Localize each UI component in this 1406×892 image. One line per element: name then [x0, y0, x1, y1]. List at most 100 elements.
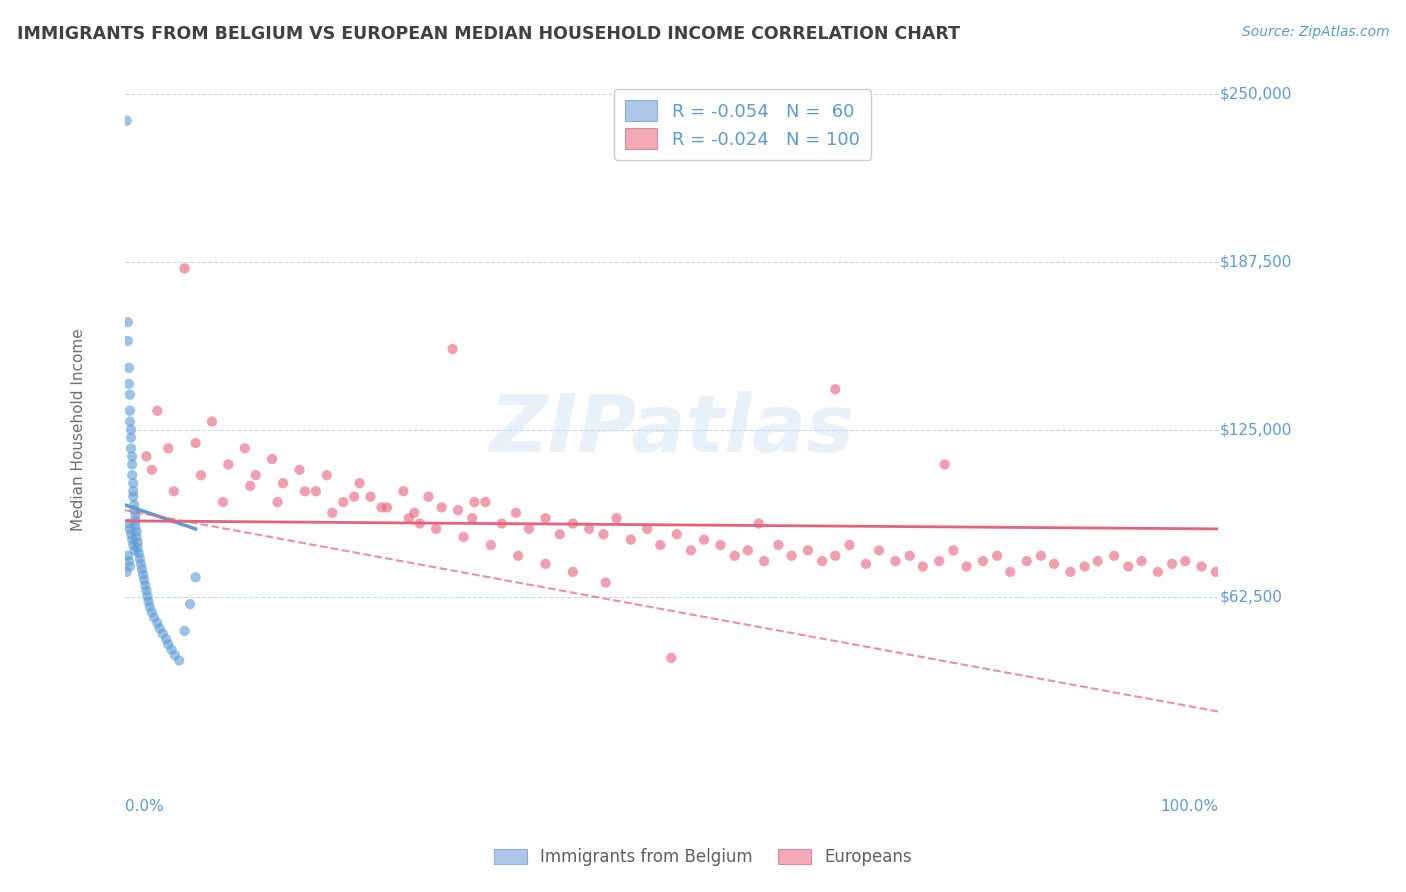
- Point: [201, 415, 224, 429]
- Point: [898, 549, 921, 563]
- Point: [131, 562, 153, 576]
- Point: [117, 549, 139, 563]
- Point: [409, 516, 432, 531]
- Point: [135, 450, 157, 464]
- Legend: Immigrants from Belgium, Europeans: Immigrants from Belgium, Europeans: [486, 842, 920, 873]
- Point: [305, 484, 328, 499]
- Point: [121, 450, 143, 464]
- Point: [125, 524, 148, 539]
- Point: [1043, 557, 1066, 571]
- Point: [517, 522, 540, 536]
- Point: [534, 511, 557, 525]
- Point: [811, 554, 834, 568]
- Point: [665, 527, 688, 541]
- Text: 0.0%: 0.0%: [125, 798, 163, 814]
- Point: [120, 431, 142, 445]
- Point: [146, 615, 169, 630]
- Point: [1102, 549, 1125, 563]
- Point: [118, 516, 141, 531]
- Point: [349, 476, 371, 491]
- Point: [737, 543, 759, 558]
- Point: [134, 578, 156, 592]
- Point: [294, 484, 316, 499]
- Point: [955, 559, 977, 574]
- Point: [160, 642, 183, 657]
- Point: [592, 527, 614, 541]
- Point: [271, 476, 294, 491]
- Point: [838, 538, 860, 552]
- Point: [474, 495, 496, 509]
- Point: [118, 403, 141, 417]
- Point: [1191, 559, 1213, 574]
- Point: [120, 527, 142, 541]
- Point: [122, 490, 145, 504]
- Point: [125, 530, 148, 544]
- Point: [824, 382, 846, 396]
- Point: [636, 522, 658, 536]
- Text: $187,500: $187,500: [1220, 254, 1292, 269]
- Point: [157, 637, 180, 651]
- Text: ZIPatlas: ZIPatlas: [489, 391, 853, 468]
- Point: [392, 484, 415, 499]
- Point: [1059, 565, 1081, 579]
- Point: [650, 538, 672, 552]
- Point: [245, 468, 267, 483]
- Point: [179, 597, 201, 611]
- Point: [117, 315, 139, 329]
- Point: [1161, 557, 1184, 571]
- Point: [129, 557, 152, 571]
- Point: [122, 484, 145, 499]
- Point: [491, 516, 513, 531]
- Point: [288, 463, 311, 477]
- Point: [121, 533, 143, 547]
- Point: [122, 476, 145, 491]
- Point: [315, 468, 337, 483]
- Point: [360, 490, 382, 504]
- Point: [855, 557, 877, 571]
- Point: [972, 554, 994, 568]
- Point: [141, 605, 163, 619]
- Point: [118, 387, 141, 401]
- Point: [418, 490, 440, 504]
- Point: [561, 565, 583, 579]
- Point: [115, 113, 138, 128]
- Point: [1147, 565, 1170, 579]
- Point: [233, 442, 256, 456]
- Point: [606, 511, 628, 525]
- Point: [262, 452, 284, 467]
- Point: [534, 557, 557, 571]
- Point: [1118, 559, 1140, 574]
- Point: [124, 503, 146, 517]
- Point: [127, 541, 149, 555]
- Point: [122, 538, 145, 552]
- Point: [928, 554, 950, 568]
- Text: $250,000: $250,000: [1220, 87, 1292, 102]
- Point: [118, 376, 141, 391]
- Point: [1087, 554, 1109, 568]
- Point: [173, 261, 195, 276]
- Point: [748, 516, 770, 531]
- Point: [1205, 565, 1227, 579]
- Point: [184, 570, 207, 584]
- Point: [120, 442, 142, 456]
- Point: [124, 508, 146, 523]
- Point: [134, 573, 156, 587]
- Point: [321, 506, 343, 520]
- Point: [398, 511, 420, 525]
- Point: [128, 546, 150, 560]
- Point: [343, 490, 366, 504]
- Point: [824, 549, 846, 563]
- Point: [157, 442, 180, 456]
- Point: [118, 360, 141, 375]
- Point: [163, 484, 186, 499]
- Point: [430, 500, 453, 515]
- Point: [461, 511, 484, 525]
- Point: [508, 549, 530, 563]
- Point: [163, 648, 186, 662]
- Point: [121, 468, 143, 483]
- Point: [173, 624, 195, 638]
- Point: [212, 495, 235, 509]
- Point: [453, 530, 475, 544]
- Point: [138, 599, 160, 614]
- Point: [620, 533, 643, 547]
